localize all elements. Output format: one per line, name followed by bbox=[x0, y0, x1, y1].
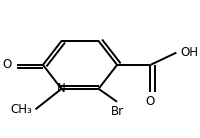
Text: OH: OH bbox=[180, 46, 198, 59]
Text: O: O bbox=[146, 95, 155, 108]
Text: O: O bbox=[2, 58, 11, 71]
Text: Br: Br bbox=[111, 104, 124, 118]
Text: N: N bbox=[57, 82, 66, 95]
Text: CH₃: CH₃ bbox=[10, 103, 32, 116]
